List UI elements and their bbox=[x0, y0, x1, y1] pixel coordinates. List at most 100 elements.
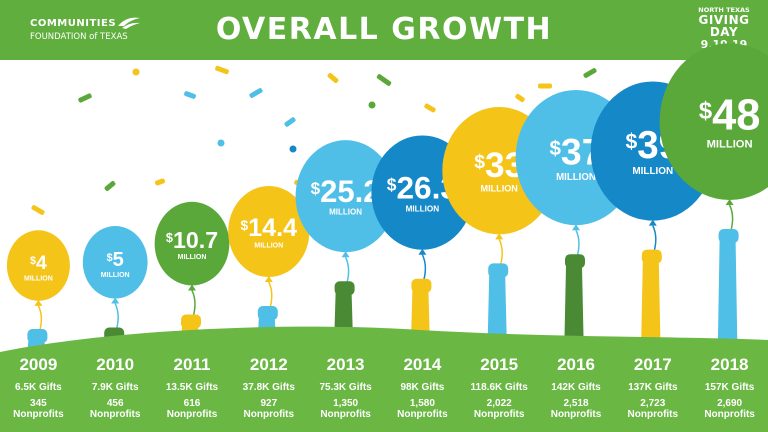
year-column-2017: 2017 137K Gifts 2,723 Nonprofits bbox=[615, 355, 691, 420]
balloons: $4MILLION$5MILLION$10.7MILLION$14.4MILLI… bbox=[6, 43, 768, 306]
year-label: 2011 bbox=[173, 355, 211, 374]
year-label: 2014 bbox=[403, 355, 442, 374]
balloon-knot bbox=[648, 219, 657, 226]
nonprofits-count: 2,022 bbox=[486, 398, 512, 409]
balloon-knot bbox=[264, 276, 273, 282]
hand bbox=[334, 281, 355, 296]
confetti-piece bbox=[249, 88, 263, 98]
unit-label: MILLION bbox=[481, 184, 518, 194]
confetti-piece bbox=[583, 68, 597, 78]
gifts-label: 137K Gifts bbox=[628, 382, 678, 393]
confetti-piece bbox=[184, 91, 196, 99]
confetti-piece bbox=[78, 93, 92, 103]
balloon-knot bbox=[495, 233, 504, 240]
hand bbox=[27, 329, 48, 343]
header-bar: COMMUNITIES FOUNDATION of TEXAS OVERALL … bbox=[0, 0, 768, 60]
hand bbox=[488, 263, 509, 278]
hand bbox=[411, 278, 432, 293]
value-label: $25.2 bbox=[311, 174, 381, 209]
nonprofits-count: 616 bbox=[183, 398, 201, 409]
raised-arm bbox=[717, 241, 738, 360]
logo-line1: COMMUNITIES bbox=[30, 18, 117, 29]
confetti-piece bbox=[155, 178, 165, 186]
balloon-bar bbox=[659, 43, 768, 200]
confetti-dot bbox=[368, 101, 376, 109]
nonprofits-count: 456 bbox=[106, 398, 124, 409]
balloon-bar bbox=[154, 201, 230, 286]
unit-label: MILLION bbox=[632, 166, 673, 177]
hand bbox=[718, 229, 739, 243]
year-column-2016: 2016 142K Gifts 2,518 Nonprofits bbox=[538, 355, 614, 420]
confetti-piece bbox=[515, 93, 525, 103]
unit-label: MILLION bbox=[329, 208, 362, 217]
confetti-piece bbox=[31, 205, 45, 215]
nonprofits-count: 345 bbox=[30, 398, 47, 409]
year-column-2014: 2014 98K Gifts 1,580 Nonprofits bbox=[384, 355, 460, 420]
unit-label: MILLION bbox=[406, 204, 440, 213]
year-column-2012: 2012 37.8K Gifts 927 Nonprofits bbox=[231, 355, 307, 420]
nonprofits-label: Nonprofits bbox=[704, 409, 755, 420]
nonprofits-count: 2,518 bbox=[563, 398, 589, 409]
balloon-knot bbox=[418, 248, 427, 255]
balloon-knot bbox=[34, 299, 43, 306]
balloon-knot bbox=[572, 224, 580, 231]
balloon-bar bbox=[295, 140, 396, 253]
hand bbox=[257, 306, 278, 320]
event-top-label: NORTH TEXAS bbox=[698, 6, 750, 14]
nonprofits-count: 2,723 bbox=[640, 398, 666, 409]
gifts-label: 7.9K Gifts bbox=[91, 382, 139, 393]
nonprofits-label: Nonprofits bbox=[320, 409, 371, 420]
balloon-bar bbox=[82, 226, 148, 299]
unit-label: MILLION bbox=[101, 272, 130, 279]
confetti-piece bbox=[424, 103, 436, 113]
communities-foundation-logo: COMMUNITIES FOUNDATION of TEXAS bbox=[20, 10, 180, 50]
nonprofits-label: Nonprofits bbox=[243, 409, 295, 420]
balloon-knot bbox=[725, 199, 734, 205]
confetti-piece bbox=[215, 65, 229, 75]
year-label: 2010 bbox=[96, 355, 135, 374]
hand bbox=[181, 314, 201, 329]
year-label: 2017 bbox=[633, 355, 672, 374]
value-label: $10.7 bbox=[166, 227, 218, 253]
nonprofits-label: Nonprofits bbox=[550, 409, 602, 420]
green-hill bbox=[0, 326, 768, 432]
gifts-label: 142K Gifts bbox=[551, 382, 601, 393]
nonprofits-count: 927 bbox=[260, 398, 278, 409]
nonprofits-label: Nonprofits bbox=[397, 409, 448, 420]
nonprofits-count: 1,350 bbox=[333, 398, 359, 409]
balloon-bar bbox=[228, 186, 310, 277]
page-title: OVERALL GROWTH bbox=[215, 12, 553, 47]
logo-line2: FOUNDATION of TEXAS bbox=[30, 32, 128, 42]
value-label: $4 bbox=[30, 252, 47, 274]
confetti-dot bbox=[217, 139, 225, 147]
value-label: $14.4 bbox=[240, 214, 297, 242]
balloon-knot bbox=[111, 297, 120, 304]
nonprofits-label: Nonprofits bbox=[13, 409, 64, 420]
confetti-piece bbox=[376, 74, 392, 86]
year-label: 2018 bbox=[710, 355, 749, 374]
nonprofits-label: Nonprofits bbox=[473, 409, 525, 420]
confetti-dot bbox=[289, 145, 297, 153]
value-label: $5 bbox=[107, 249, 124, 271]
confetti-piece bbox=[104, 181, 116, 191]
balloon-knot bbox=[341, 251, 350, 258]
hand bbox=[641, 249, 662, 264]
year-column-2011: 2011 13.5K Gifts 616 Nonprofits bbox=[154, 355, 230, 420]
confetti-dot bbox=[132, 68, 140, 76]
year-label: 2012 bbox=[249, 355, 288, 374]
value-label: $48 bbox=[699, 91, 761, 139]
confetti-piece bbox=[284, 117, 296, 127]
year-label: 2015 bbox=[480, 355, 519, 374]
year-label: 2013 bbox=[326, 355, 365, 374]
event-name: GIVING DAY bbox=[698, 13, 750, 39]
year-column-2010: 2010 7.9K Gifts 456 Nonprofits bbox=[77, 355, 153, 420]
unit-label: MILLION bbox=[178, 254, 207, 261]
gifts-label: 13.5K Gifts bbox=[165, 382, 219, 393]
gifts-label: 37.8K Gifts bbox=[242, 382, 295, 393]
nonprofits-count: 2,690 bbox=[717, 398, 743, 409]
hand bbox=[565, 254, 585, 269]
unit-label: MILLION bbox=[254, 242, 283, 249]
year-label: 2009 bbox=[19, 355, 58, 374]
